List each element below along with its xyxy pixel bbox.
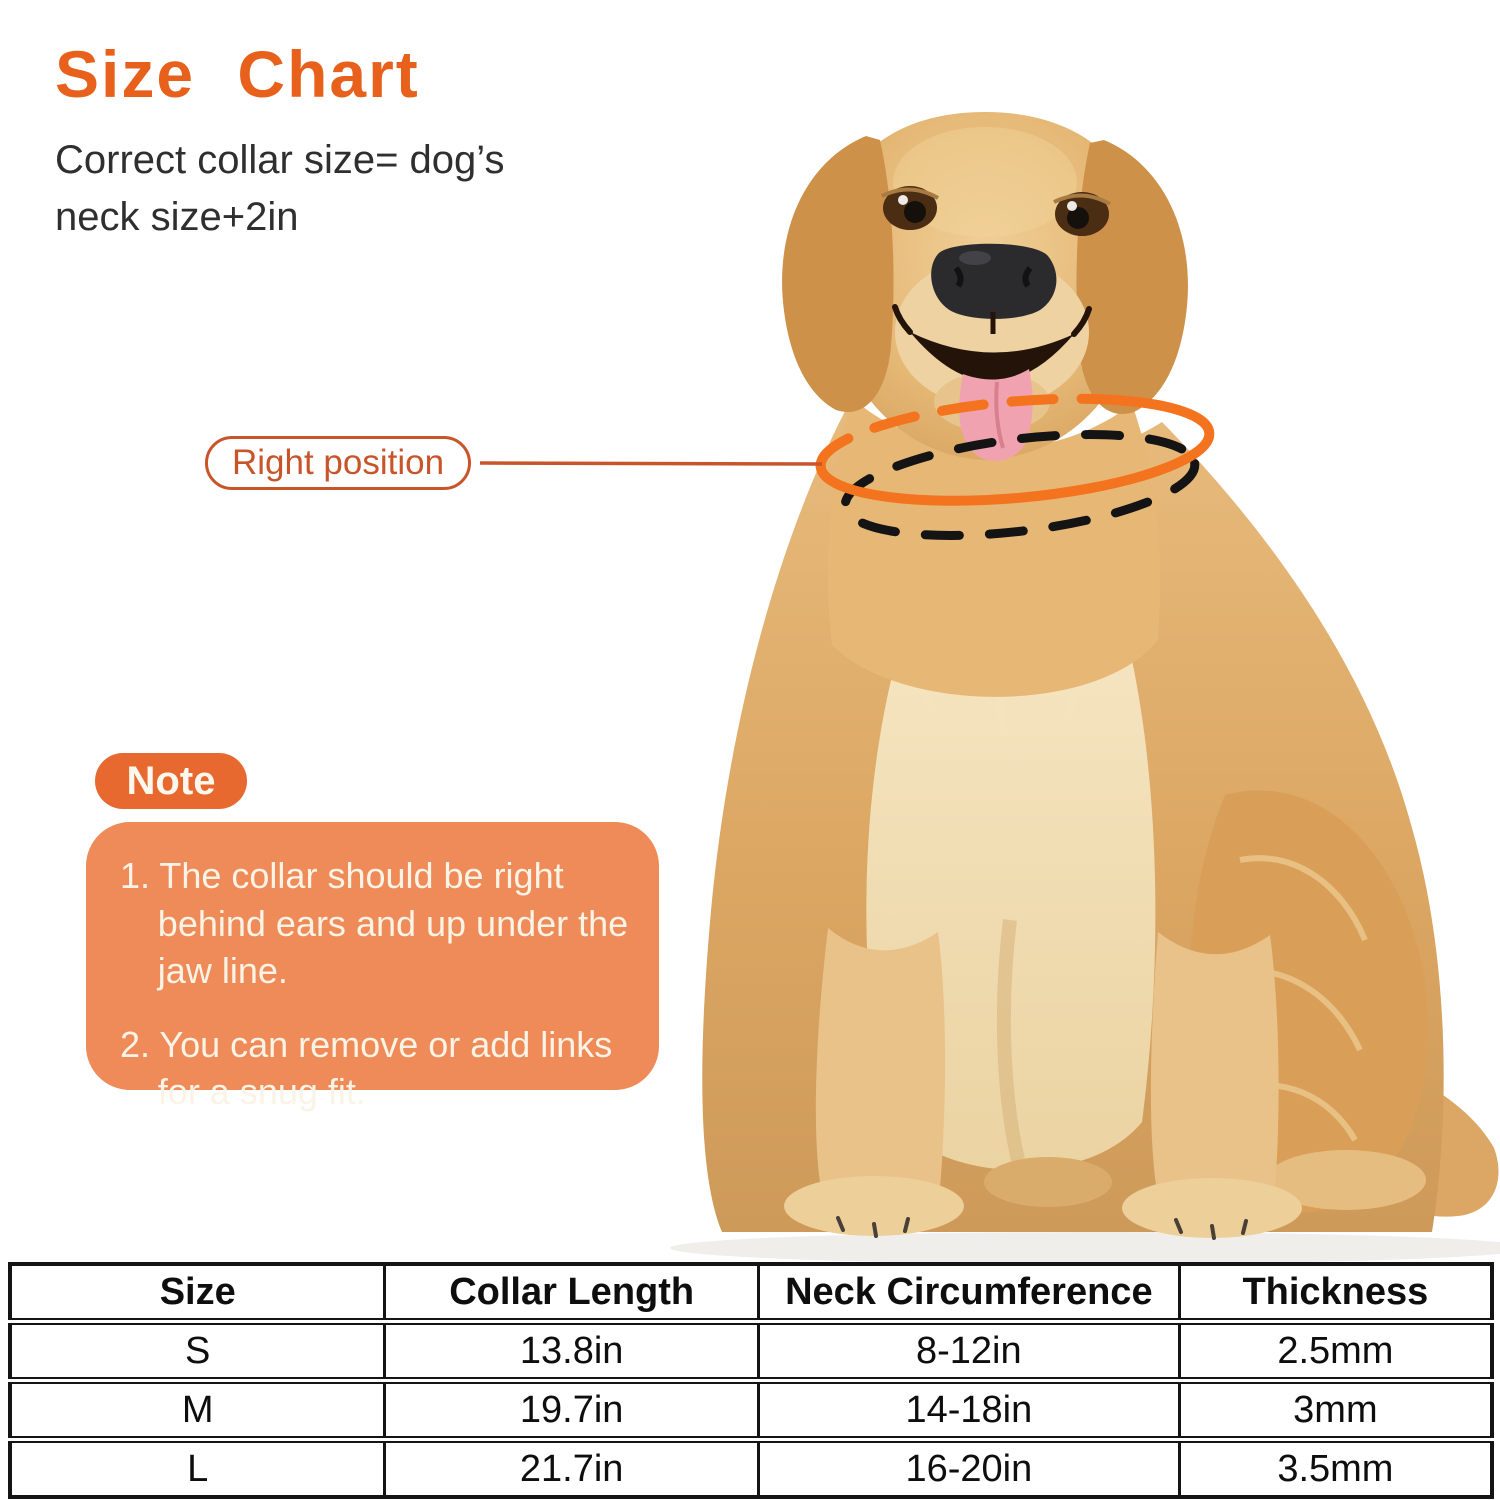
dog-ear-right — [1076, 140, 1188, 415]
dog-front-leg-right — [1150, 932, 1279, 1234]
cell-neck-circumference: 8-12in — [756, 1321, 1180, 1384]
dog-front-paw-left — [784, 1176, 964, 1236]
correct-position-ring — [815, 393, 1215, 506]
table-row-s: S 13.8in 8-12in 2.5mm — [10, 1321, 1492, 1384]
cell-thickness: 2.5mm — [1177, 1321, 1492, 1384]
note-badge: Note — [95, 753, 247, 809]
dog-nose — [931, 243, 1057, 319]
cell-collar-length: 19.7in — [383, 1380, 759, 1443]
table-row-m: M 19.7in 14-18in 3mm — [10, 1380, 1492, 1443]
note-item-2: 2. You can remove or add links for a snu… — [120, 1023, 613, 1113]
cell-thickness: 3.5mm — [1177, 1439, 1492, 1497]
note-item-1: 1. The collar should be right behind ear… — [120, 855, 629, 992]
dog-front-leg-left — [815, 928, 946, 1232]
size-table: Size Collar Length Neck Circumference Th… — [8, 1262, 1494, 1499]
dog-front-paw-right — [1122, 1178, 1302, 1238]
cell-thickness: 3mm — [1177, 1380, 1492, 1443]
right-position-label: Right position — [232, 443, 445, 482]
right-position-callout: Right position — [205, 436, 472, 490]
size-table-header-row: Size Collar Length Neck Circumference Th… — [10, 1264, 1492, 1325]
dog-hind-paw-right — [1266, 1150, 1426, 1210]
cell-size: L — [187, 1447, 209, 1490]
col-header-size: Size — [10, 1264, 385, 1325]
dog — [670, 112, 1500, 1264]
cell-collar-length: 21.7in — [383, 1439, 759, 1497]
col-header-collar-length: Collar Length — [383, 1264, 759, 1325]
cell-neck-circumference: 14-18in — [756, 1380, 1180, 1443]
note-box: 1. The collar should be right behind ear… — [86, 822, 659, 1112]
page-title: Size Chart — [55, 37, 420, 111]
dog-eye-left — [881, 186, 939, 230]
col-header-thickness: Thickness — [1177, 1264, 1492, 1325]
dog-shadow — [670, 1232, 1500, 1264]
cell-neck-circumference: 16-20in — [756, 1439, 1180, 1497]
callout-connector-line — [479, 461, 823, 466]
cell-collar-length: 13.8in — [383, 1321, 759, 1384]
table-row-l: L 21.7in 16-20in 3.5mm — [10, 1439, 1492, 1497]
dog-mouth — [910, 332, 1074, 382]
page-subtitle: Correct collar size= dog’s neck size+2in — [55, 138, 505, 239]
wrong-position-ring — [840, 430, 1200, 540]
dog-neck — [827, 398, 1161, 697]
dog-ear-left — [782, 136, 894, 413]
dog-eye-right — [1053, 192, 1111, 236]
note-badge-label: Note — [126, 758, 216, 803]
col-header-neck-circumference: Neck Circumference — [756, 1264, 1180, 1325]
cell-size: S — [10, 1321, 385, 1384]
dog-hind-paw-left — [984, 1157, 1112, 1207]
cell-size: M — [10, 1380, 385, 1443]
